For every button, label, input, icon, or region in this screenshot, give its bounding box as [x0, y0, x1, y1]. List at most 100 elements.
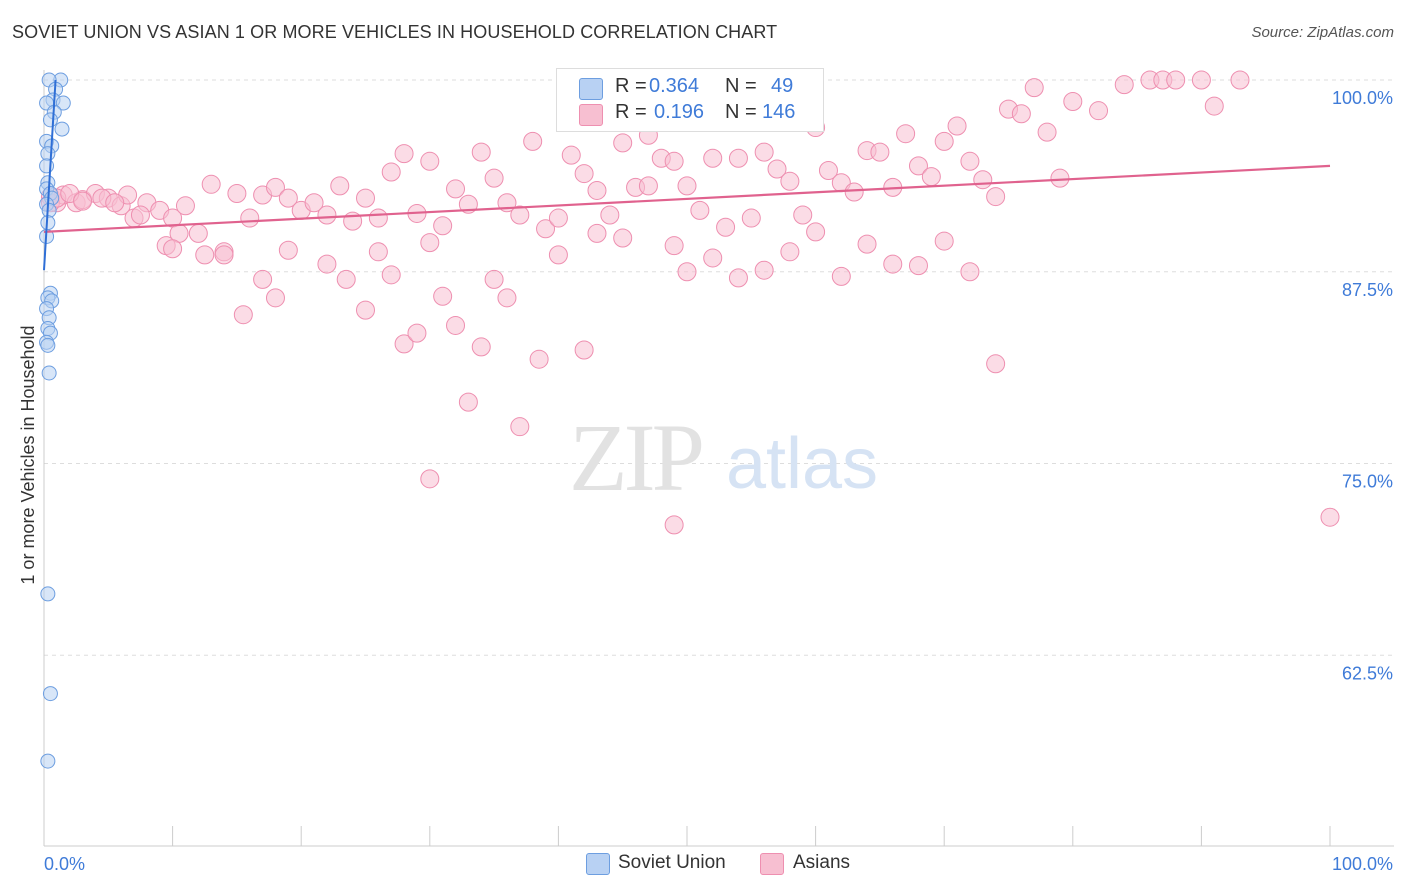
- asians-point-114: [497, 288, 517, 308]
- asians-point-40: [471, 142, 491, 162]
- asians-point-27: [304, 193, 324, 213]
- asians-point-43: [510, 205, 530, 225]
- asians-point-38: [446, 179, 466, 199]
- asians-point-92: [1191, 70, 1211, 90]
- soviet-trendline: [43, 79, 57, 271]
- asians-point-84: [1037, 122, 1057, 142]
- asians-point-82: [1011, 104, 1031, 124]
- asians-point-123: [677, 262, 697, 282]
- soviet-n-value: 49: [771, 75, 794, 97]
- soviet-point-8: [54, 121, 70, 137]
- soviet-point-29: [40, 337, 56, 353]
- legend-row-asians: R = 0.196 N = 146: [557, 101, 823, 127]
- asians-point-108: [420, 233, 440, 253]
- soviet-r-value: 0.364: [649, 75, 700, 97]
- asians-point-51: [613, 133, 633, 153]
- asians-point-94: [1230, 70, 1250, 90]
- asians-point-120: [613, 228, 633, 248]
- x-tick-label-1: 100.0%: [1332, 854, 1393, 874]
- soviet-point-32: [42, 686, 58, 702]
- asians-point-112: [471, 337, 491, 357]
- asians-point-107: [407, 323, 427, 343]
- asians-point-85: [1050, 168, 1070, 188]
- asians-point-29: [330, 176, 350, 196]
- asians-point-101: [317, 254, 337, 274]
- y-tick-label-3: 62.5%: [1342, 663, 1393, 683]
- asians-point-98: [253, 269, 273, 289]
- asians-point-50: [600, 205, 620, 225]
- asians-point-69: [844, 182, 864, 202]
- asians-point-22: [240, 208, 260, 228]
- asians-point-41: [484, 168, 504, 188]
- asians-point-119: [587, 223, 607, 243]
- asians-point-131: [883, 254, 903, 274]
- asians-point-37: [433, 216, 453, 236]
- asians-point-138: [1320, 507, 1340, 527]
- asians-point-77: [947, 116, 967, 136]
- asians-point-103: [356, 300, 375, 320]
- asians-point-34: [394, 144, 414, 164]
- asians-point-99: [265, 288, 285, 308]
- asians-point-116: [529, 349, 549, 369]
- watermark-atlas: atlas: [726, 424, 878, 504]
- watermark-zip: ZIP: [569, 404, 702, 511]
- bottom-asians-label: Asians: [793, 852, 851, 873]
- asians-point-134: [960, 262, 980, 282]
- asians-point-61: [741, 208, 761, 228]
- asians-point-102: [336, 269, 356, 289]
- asians-point-62: [754, 142, 774, 162]
- asians-point-91: [1166, 70, 1186, 90]
- asians-point-86: [1063, 91, 1083, 111]
- asians-point-118: [574, 340, 594, 360]
- asians-point-46: [548, 208, 568, 228]
- soviet-point-4: [55, 95, 71, 111]
- asians-r-value: 0.196: [654, 101, 705, 123]
- asians-point-106: [394, 334, 414, 354]
- asians-point-64: [780, 171, 800, 191]
- asians-point-73: [896, 124, 916, 144]
- soviet-point-33: [40, 753, 56, 769]
- asians-point-121: [638, 176, 658, 196]
- asians-point-45: [536, 219, 556, 239]
- asians-point-56: [677, 176, 697, 196]
- asians-point-109: [433, 286, 453, 306]
- asians-point-133: [934, 231, 954, 251]
- asians-point-137: [664, 515, 684, 535]
- asians-point-105: [381, 265, 401, 285]
- asians-point-25: [278, 188, 298, 208]
- soviet-n-label: N =: [725, 75, 757, 97]
- asians-point-47: [561, 145, 581, 165]
- asians-n-value: 146: [762, 101, 796, 123]
- asians-n-label: N =: [725, 101, 757, 123]
- asians-point-80: [986, 187, 1006, 207]
- asians-point-132: [908, 256, 928, 276]
- asians-point-78: [960, 151, 980, 171]
- asians-point-15: [188, 223, 208, 243]
- asians-point-59: [716, 217, 736, 237]
- soviet-point-30: [41, 365, 57, 381]
- bottom-soviet-swatch: [586, 853, 610, 875]
- asians-point-79: [973, 170, 993, 190]
- y-axis-label: 1 or more Vehicles in Household: [18, 325, 38, 584]
- asians-point-110: [446, 315, 466, 335]
- asians-point-57: [690, 200, 710, 220]
- asians-point-111: [458, 392, 478, 412]
- asians-point-113: [484, 269, 504, 289]
- asians-point-55: [664, 151, 684, 171]
- asians-point-74: [908, 156, 928, 176]
- asians-point-117: [548, 245, 568, 265]
- asians-trendline: [43, 164, 1331, 233]
- asians-point-76: [934, 131, 954, 151]
- asians-point-24: [265, 177, 285, 197]
- asians-point-48: [574, 164, 594, 184]
- soviet-point-31: [40, 586, 56, 602]
- asians-point-125: [728, 268, 748, 288]
- source-label: Source: ZipAtlas.com: [1251, 24, 1394, 41]
- asians-point-127: [780, 242, 800, 262]
- asians-point-32: [368, 208, 388, 228]
- asians-point-36: [420, 151, 440, 171]
- soviet-r-label: R =: [615, 75, 647, 97]
- bottom-asians-swatch: [760, 853, 784, 875]
- asians-point-126: [754, 260, 774, 280]
